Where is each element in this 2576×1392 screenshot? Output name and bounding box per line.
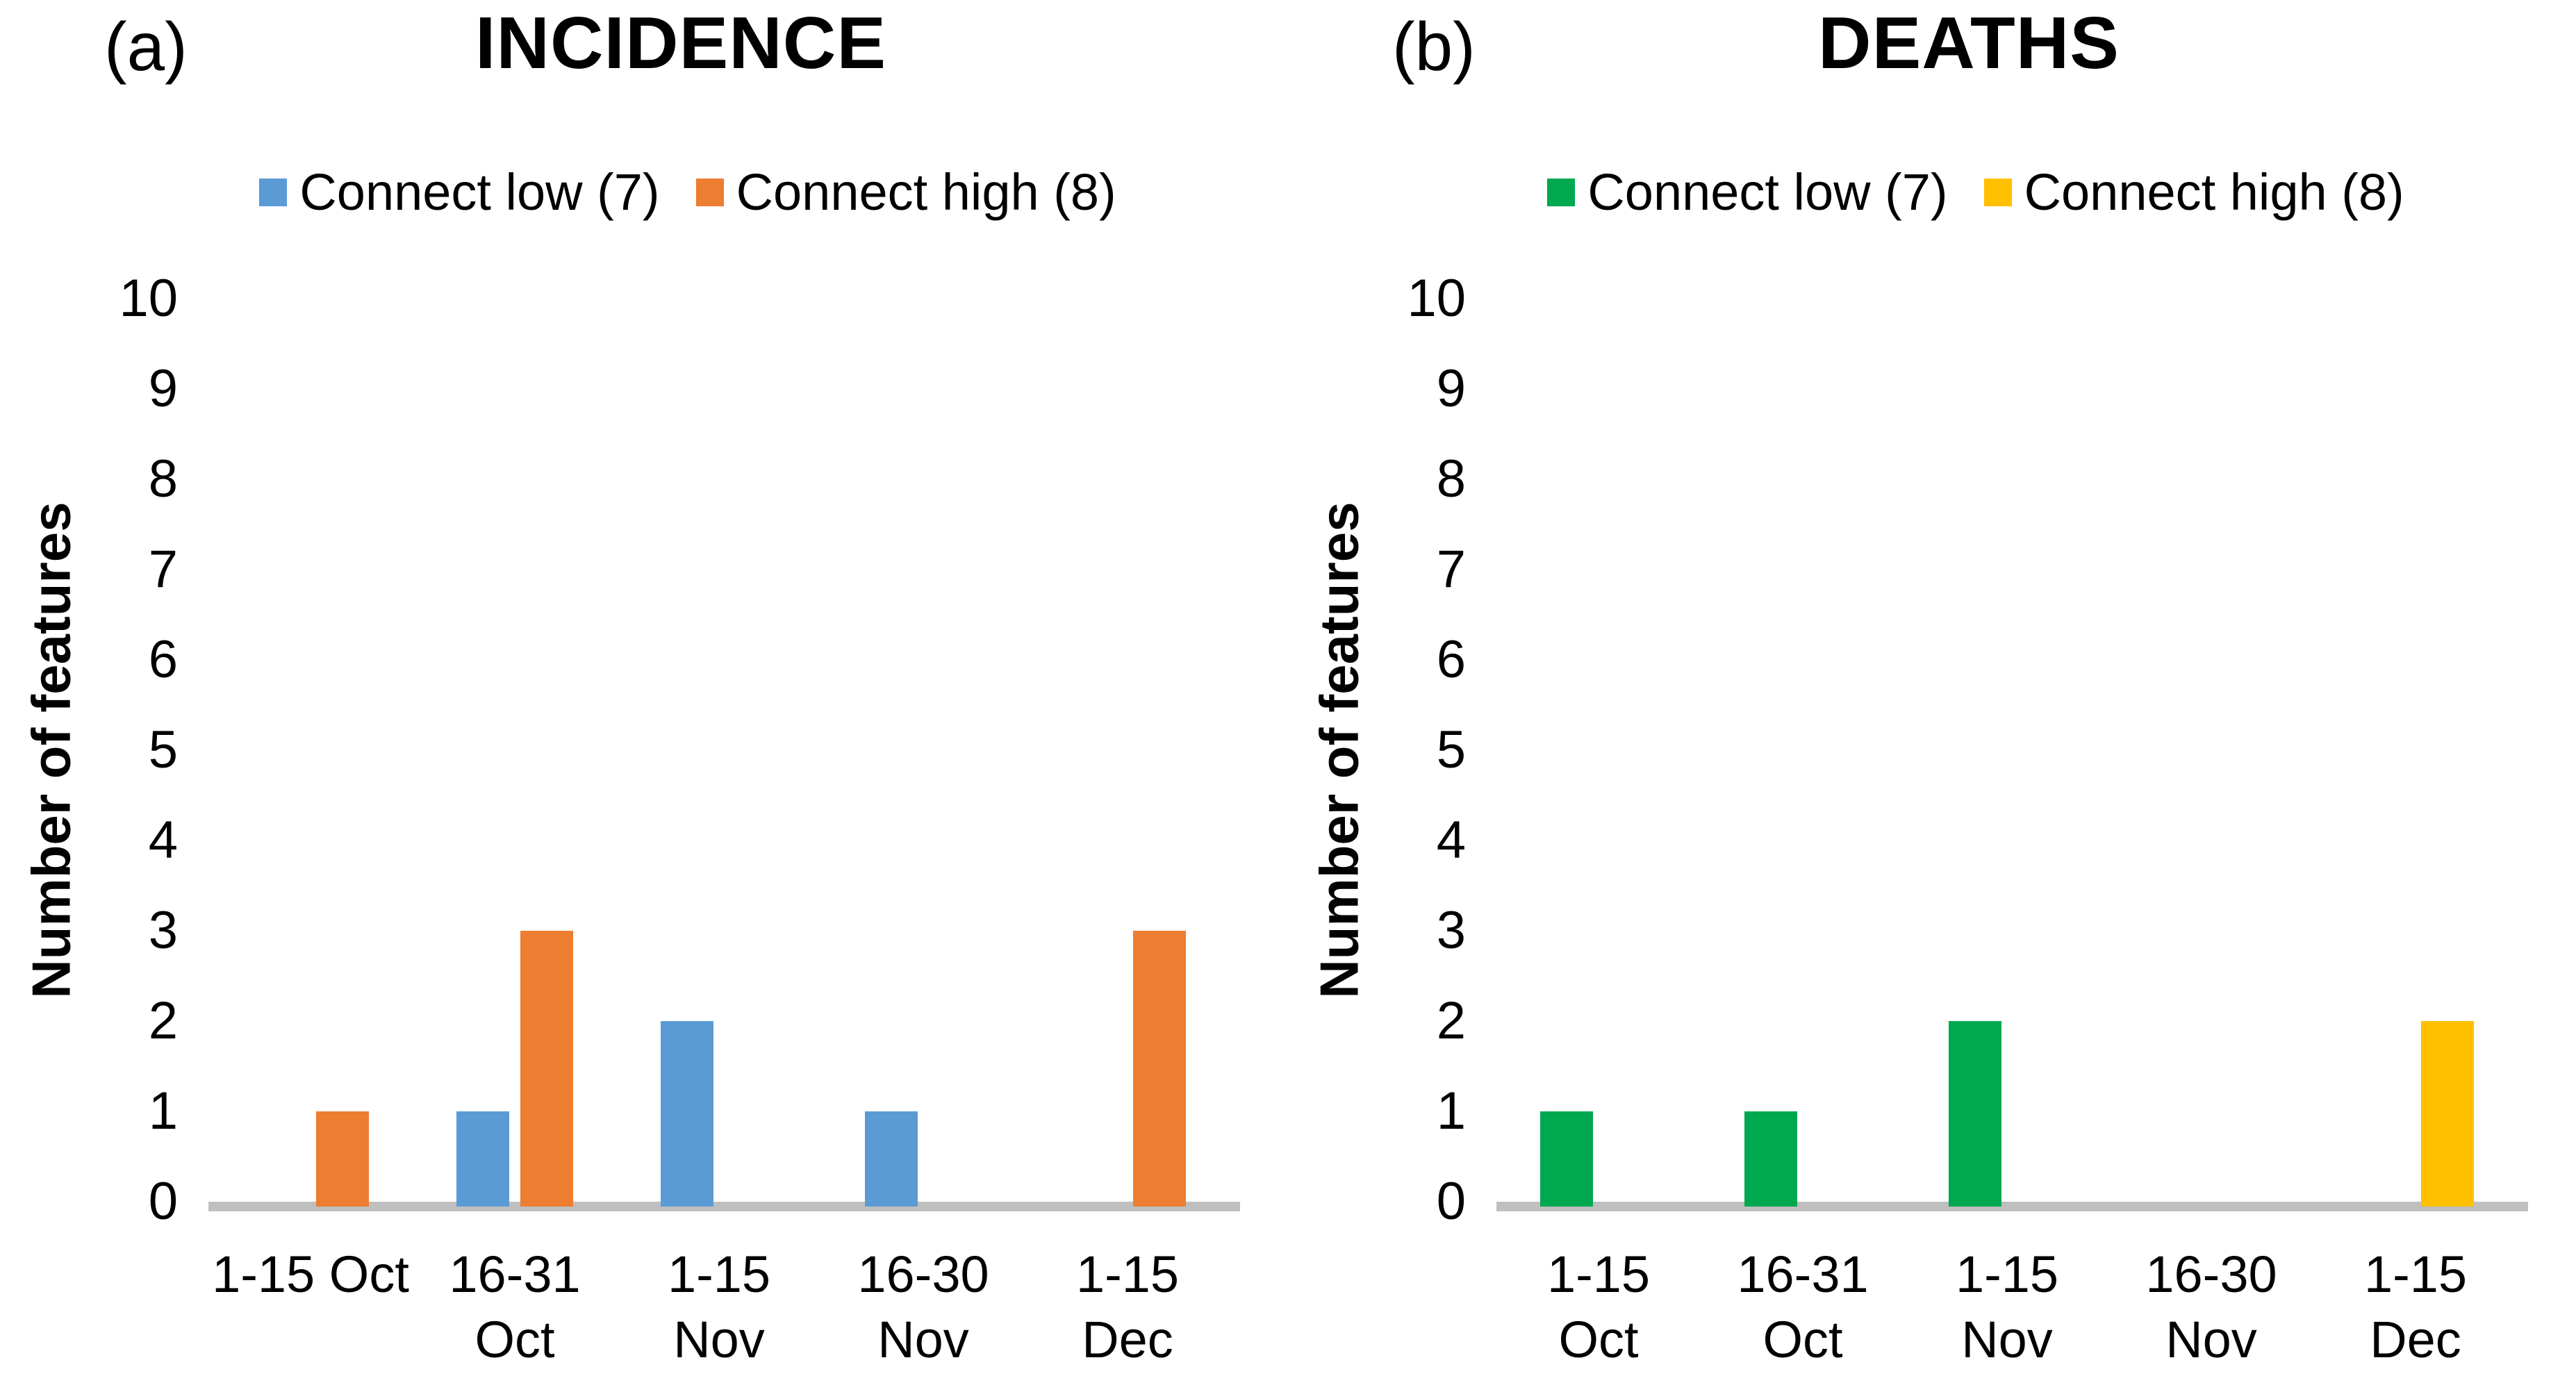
- panel-label: (b): [1392, 8, 1476, 85]
- bar: [1133, 931, 1186, 1207]
- x-tick-line: Oct: [1762, 1310, 1843, 1368]
- y-tick-label: 4: [148, 811, 178, 870]
- chart-panel-a: (a) INCIDENCE Connect low (7) Connect high …: [21, 2, 1240, 1373]
- bar: [1744, 1111, 1797, 1207]
- y-tick-label: 9: [1436, 359, 1466, 418]
- category-group: [617, 299, 821, 1211]
- y-tick-label: 7: [1436, 540, 1466, 599]
- y-tick-label: 2: [1436, 991, 1466, 1050]
- legend-swatch: [259, 178, 288, 206]
- y-tick-label: 7: [148, 540, 178, 599]
- y-tick-label: 10: [119, 269, 178, 328]
- bar: [456, 1111, 509, 1207]
- legend-item: Connect high (8): [695, 163, 1116, 222]
- y-tick-label: 3: [1436, 901, 1466, 960]
- x-tick-line: Nov: [2165, 1310, 2257, 1368]
- x-tick-line: 16-30: [857, 1245, 989, 1303]
- y-tick-label: 5: [148, 720, 178, 779]
- chart-panel-b: (b) DEATHS Connect low (7) Connect high (8)…: [1288, 0, 2576, 1392]
- bar: [316, 1111, 369, 1207]
- bar: [520, 931, 573, 1207]
- legend-swatch: [695, 178, 724, 206]
- panel-label: (a): [104, 8, 188, 85]
- x-tick-line: Nov: [877, 1310, 969, 1368]
- category-groups: [1496, 299, 2518, 1211]
- legend-swatch: [1547, 178, 1576, 206]
- legend-swatch: [1983, 178, 2012, 206]
- y-tick-label: 0: [148, 1172, 178, 1231]
- chart-title: INCIDENCE: [474, 2, 887, 84]
- x-tick-line: 1-15: [2363, 1245, 2468, 1303]
- x-tick-line: Oct: [474, 1310, 555, 1368]
- x-tick-line: Dec: [2370, 1310, 2461, 1368]
- legend-item: Connect low (7): [1547, 163, 1948, 222]
- category-group: [1701, 299, 1905, 1211]
- y-tick-label: 4: [1436, 811, 1466, 870]
- y-tick-label: 6: [148, 630, 178, 689]
- x-tick-label: 1-15 Nov: [617, 1242, 821, 1373]
- x-tick-line: 16-30: [2145, 1245, 2277, 1303]
- y-tick-label: 3: [148, 901, 178, 960]
- category-group: [413, 299, 617, 1211]
- x-tick-line: 1-15: [1955, 1245, 2059, 1303]
- bar: [661, 1021, 713, 1207]
- x-tick-line: 16-31: [449, 1245, 581, 1303]
- x-tick-label: 16-30 Nov: [821, 1242, 1025, 1373]
- legend: Connect low (7) Connect high (8): [1448, 163, 2504, 222]
- category-group: [208, 299, 413, 1211]
- y-tick-label: 1: [1436, 1082, 1466, 1141]
- legend-item: Connect low (7): [259, 163, 660, 222]
- x-tick-line: Dec: [1082, 1310, 1173, 1368]
- x-axis-labels: 1-15 Oct 16-31 Oct 1-15 Nov 16-30 Nov 1-15 Dec: [208, 1242, 1230, 1373]
- y-tick-label: 1: [148, 1082, 178, 1141]
- chart-title: DEATHS: [1818, 2, 2120, 84]
- category-group: [1025, 299, 1230, 1211]
- x-tick-label: 1-15 Oct: [208, 1242, 413, 1373]
- x-tick-label: 1-15 Nov: [1905, 1242, 2109, 1373]
- y-tick-label: 10: [1407, 269, 1466, 328]
- x-axis-labels: 1-15 Oct 16-31 Oct 1-15 Nov 16-30 Nov 1-15 Dec: [1496, 1242, 2518, 1373]
- legend-label: Connect low (7): [1587, 163, 1948, 221]
- plot-area: [1496, 299, 2528, 1211]
- legend: Connect low (7) Connect high (8): [160, 163, 1216, 222]
- x-tick-line: 16-31: [1737, 1245, 1869, 1303]
- category-group: [1905, 299, 2109, 1211]
- y-tick-label: 0: [1436, 1172, 1466, 1231]
- legend-label: Connect low (7): [299, 163, 660, 221]
- x-tick-line: Nov: [673, 1310, 765, 1368]
- category-group: [821, 299, 1025, 1211]
- x-tick-line: 1-15 Oct: [212, 1245, 409, 1303]
- x-tick-line: Oct: [1558, 1310, 1639, 1368]
- legend-label: Connect high (8): [2024, 163, 2404, 221]
- bar: [2421, 1021, 2474, 1207]
- y-tick-label: 5: [1436, 720, 1466, 779]
- x-tick-label: 1-15 Dec: [2313, 1242, 2518, 1373]
- category-group: [1496, 299, 1701, 1211]
- category-group: [2109, 299, 2313, 1211]
- plot-area: [208, 299, 1240, 1211]
- x-tick-label: 1-15 Oct: [1496, 1242, 1701, 1373]
- category-groups: [208, 299, 1230, 1211]
- x-tick-line: 1-15: [1075, 1245, 1180, 1303]
- category-group: [2313, 299, 2518, 1211]
- x-tick-line: 1-15: [667, 1245, 771, 1303]
- legend-label: Connect high (8): [736, 163, 1116, 221]
- y-tick-label: 6: [1436, 630, 1466, 689]
- x-tick-label: 16-31 Oct: [1701, 1242, 1905, 1373]
- x-tick-label: 16-30 Nov: [2109, 1242, 2313, 1373]
- bar: [1949, 1021, 2001, 1207]
- y-tick-label: 9: [148, 359, 178, 418]
- bar: [865, 1111, 918, 1207]
- bar: [1540, 1111, 1593, 1207]
- x-tick-line: Nov: [1961, 1310, 2053, 1368]
- x-tick-label: 1-15 Dec: [1025, 1242, 1230, 1373]
- y-tick-label: 2: [148, 991, 178, 1050]
- legend-item: Connect high (8): [1983, 163, 2404, 222]
- y-tick-label: 8: [148, 449, 178, 508]
- x-tick-line: 1-15: [1546, 1245, 1651, 1303]
- x-tick-label: 16-31 Oct: [413, 1242, 617, 1373]
- y-tick-label: 8: [1436, 449, 1466, 508]
